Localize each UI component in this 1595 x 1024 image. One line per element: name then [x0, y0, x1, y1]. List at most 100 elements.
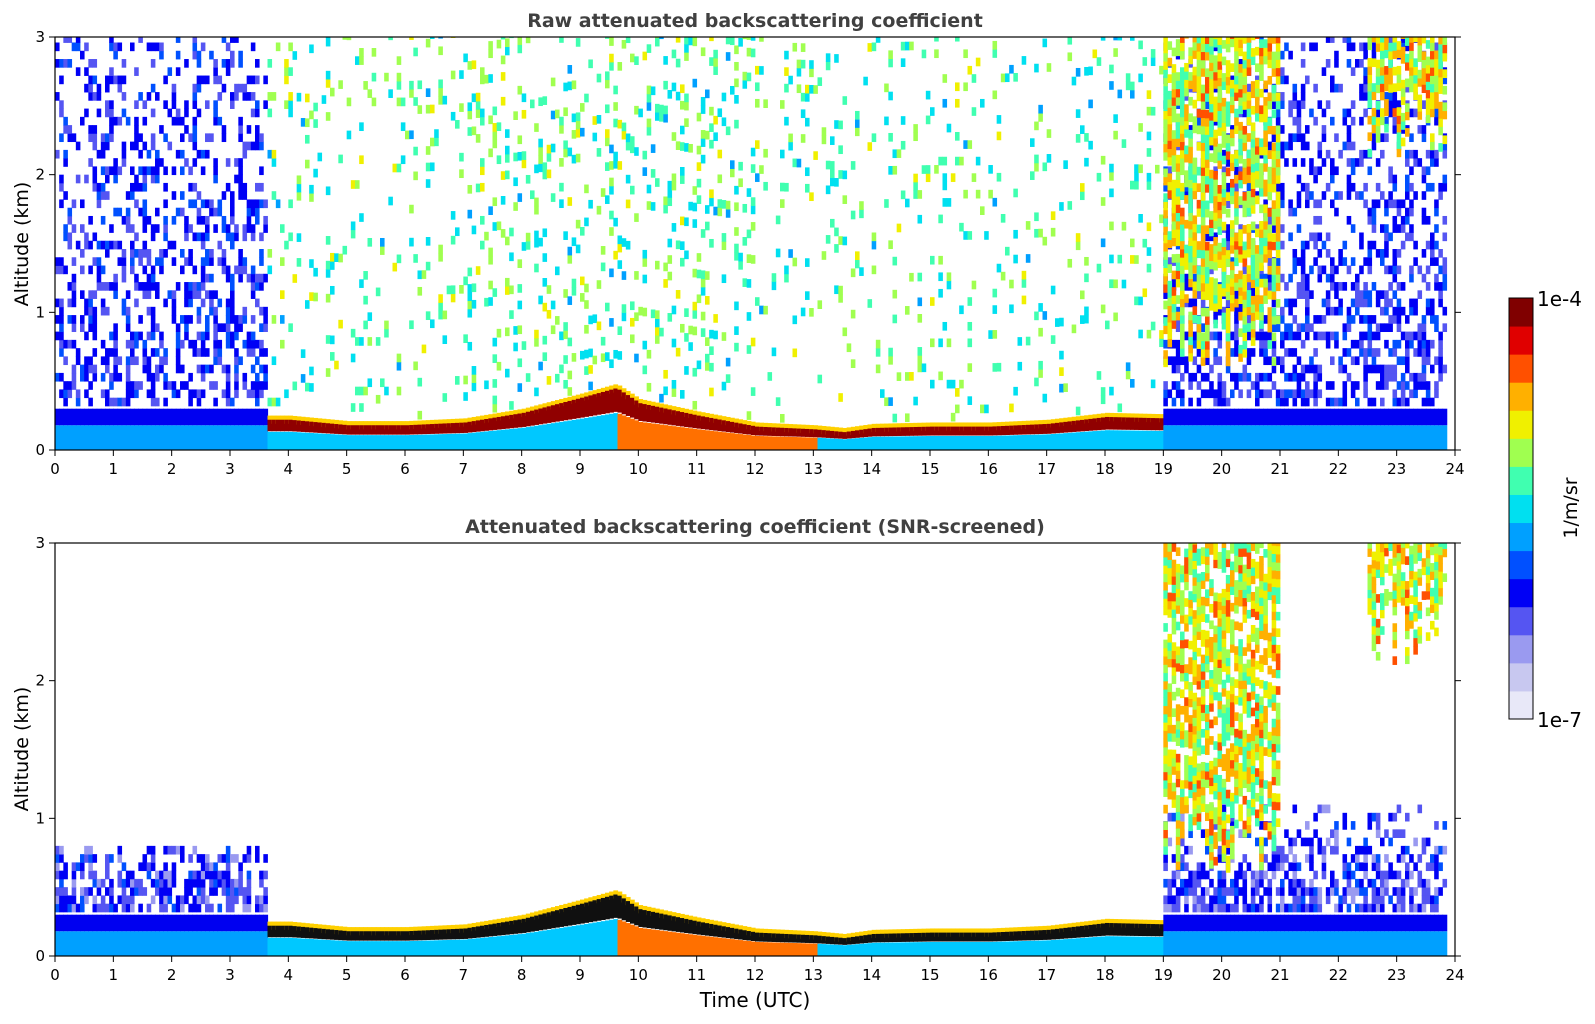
cloud-cell — [1376, 126, 1381, 135]
heatmap-cell — [268, 432, 273, 450]
heatmap-cell — [655, 310, 660, 319]
heatmap-cell — [1072, 77, 1077, 86]
heatmap-cell — [193, 84, 198, 93]
cloud-cell — [1263, 122, 1268, 131]
heatmap-cell — [805, 291, 810, 300]
heatmap-cell — [1409, 183, 1414, 192]
cloud-cell — [1176, 155, 1181, 164]
heatmap-cell — [938, 289, 943, 298]
heatmap-cell — [1038, 328, 1043, 337]
heatmap-cell — [376, 395, 381, 404]
heatmap-cell — [1134, 297, 1139, 306]
heatmap-cell — [1055, 423, 1060, 433]
heatmap-cell — [1330, 266, 1335, 275]
heatmap-cell — [130, 381, 135, 390]
heatmap-cell — [513, 414, 518, 428]
heatmap-cell — [976, 190, 981, 199]
cloud-cell — [1251, 89, 1256, 98]
heatmap-cell — [251, 92, 256, 101]
heatmap-cell — [734, 343, 739, 352]
heatmap-cell — [530, 426, 535, 450]
heatmap-cell — [213, 166, 218, 175]
heatmap-cell — [151, 409, 156, 426]
heatmap-cell — [597, 115, 602, 124]
heatmap-cell — [1080, 125, 1085, 134]
heatmap-cell — [505, 278, 510, 287]
heatmap-cell — [1397, 398, 1402, 407]
heatmap-cell — [713, 132, 718, 141]
heatmap-cell — [451, 71, 456, 80]
heatmap-cell — [530, 190, 535, 199]
heatmap-cell — [726, 52, 731, 61]
heatmap-cell — [201, 257, 206, 266]
heatmap-cell — [188, 409, 193, 426]
heatmap-cell — [1422, 409, 1427, 426]
heatmap-cell — [363, 387, 368, 396]
heatmap-cell — [413, 48, 418, 57]
cloud-cell — [1180, 249, 1185, 258]
heatmap-cell — [584, 350, 589, 359]
heatmap-cell — [543, 162, 548, 171]
heatmap-cell — [409, 435, 414, 450]
heatmap-cell — [1347, 43, 1352, 52]
heatmap-cell — [359, 403, 364, 412]
heatmap-cell — [147, 409, 152, 426]
heatmap-cell — [1443, 175, 1448, 184]
cloud-cell — [1438, 143, 1443, 152]
cloud-cell — [1243, 283, 1248, 292]
heatmap-cell — [505, 146, 510, 155]
cloud-cell — [1205, 316, 1210, 325]
heatmap-cell — [213, 117, 218, 126]
heatmap-cell — [505, 369, 510, 378]
heatmap-cell — [593, 417, 598, 450]
heatmap-cell — [101, 183, 106, 192]
cloud-cell — [1168, 281, 1173, 290]
heatmap-cell — [1409, 133, 1414, 142]
heatmap-cell — [80, 117, 85, 126]
heatmap-cell — [218, 323, 223, 332]
cloud-cell — [1426, 81, 1431, 90]
cloud-cell — [1188, 279, 1193, 288]
heatmap-cell — [772, 436, 777, 450]
cloud-cell — [1276, 266, 1281, 275]
heatmap-cell — [751, 222, 756, 231]
heatmap-cell — [1118, 403, 1123, 412]
heatmap-cell — [309, 44, 314, 53]
heatmap-cell — [1176, 425, 1181, 450]
heatmap-cell — [1009, 280, 1014, 289]
heatmap-cell — [1059, 318, 1064, 327]
heatmap-cell — [1234, 183, 1239, 192]
heatmap-cell — [55, 150, 60, 159]
heatmap-cell — [751, 387, 756, 396]
cloud-cell — [1230, 303, 1235, 312]
cloud-cell — [1276, 126, 1281, 135]
heatmap-cell — [418, 435, 423, 450]
cloud-cell — [1180, 348, 1185, 357]
heatmap-cell — [1422, 340, 1427, 349]
cloud-cell — [1188, 237, 1193, 246]
heatmap-cell — [1155, 165, 1160, 174]
cloud-cell — [1380, 50, 1385, 59]
heatmap-cell — [1176, 365, 1181, 374]
heatmap-cell — [1443, 257, 1448, 266]
heatmap-cell — [318, 433, 323, 450]
heatmap-cell — [793, 43, 798, 52]
heatmap-cell — [1263, 348, 1268, 357]
cloud-cell — [1193, 282, 1198, 291]
heatmap-cell — [197, 150, 202, 159]
cloud-cell — [1238, 48, 1243, 57]
cloud-cell — [1201, 176, 1206, 185]
cloud-cell — [1201, 283, 1206, 292]
heatmap-cell — [938, 272, 943, 281]
heatmap-cell — [1347, 216, 1352, 225]
heatmap-cell — [713, 207, 718, 216]
cloud-cell — [1193, 257, 1198, 266]
cloud-cell — [1168, 149, 1173, 158]
heatmap-cell — [493, 131, 498, 140]
cloud-cell — [1413, 67, 1418, 76]
heatmap-cell — [1293, 84, 1298, 93]
heatmap-cell — [1397, 323, 1402, 332]
heatmap-cell — [143, 183, 148, 192]
heatmap-cell — [1330, 84, 1335, 93]
heatmap-cell — [488, 49, 493, 58]
